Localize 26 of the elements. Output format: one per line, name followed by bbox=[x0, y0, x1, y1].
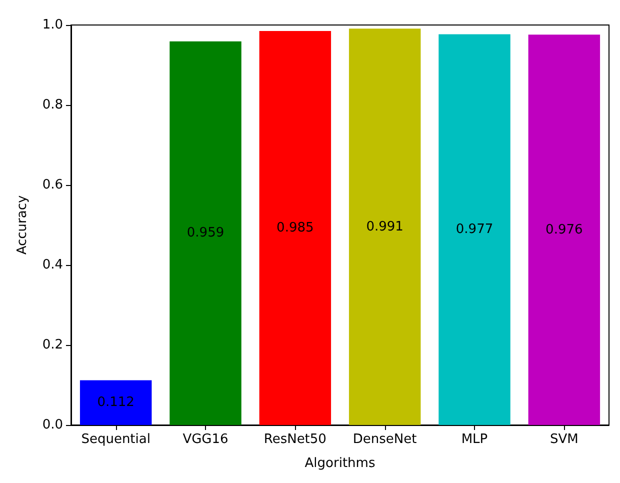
x-tick-label: VGG16 bbox=[182, 432, 228, 447]
y-tick-label: 0.6 bbox=[42, 178, 63, 192]
data-label: 0.985 bbox=[276, 220, 314, 236]
data-label: 0.959 bbox=[186, 226, 224, 241]
y-tick-label: 0.4 bbox=[42, 258, 63, 272]
bar bbox=[80, 380, 152, 425]
data-label: 0.976 bbox=[546, 222, 583, 238]
data-label: 0.977 bbox=[456, 222, 494, 238]
bar bbox=[259, 31, 332, 425]
y-tick-label: 0.2 bbox=[42, 338, 63, 352]
bar bbox=[528, 34, 600, 425]
x-tick-label: ResNet50 bbox=[264, 432, 326, 447]
y-tick-label: 0.8 bbox=[42, 98, 63, 112]
y-axis-title: Accuracy bbox=[15, 195, 30, 255]
x-tick-label: SVM bbox=[550, 432, 578, 447]
y-tick-label: 1.0 bbox=[42, 18, 63, 32]
bar bbox=[348, 28, 421, 425]
data-label: 0.991 bbox=[366, 219, 404, 234]
data-label: 0.112 bbox=[97, 395, 134, 410]
x-tick-label: Sequential bbox=[81, 432, 150, 447]
bar bbox=[438, 34, 510, 425]
x-tick-label: DenseNet bbox=[352, 432, 417, 447]
y-tick-label: 0.0 bbox=[42, 418, 63, 432]
x-axis-title: Algorithms bbox=[304, 456, 376, 471]
bar bbox=[170, 41, 242, 425]
x-tick-label: MLP bbox=[461, 432, 488, 447]
